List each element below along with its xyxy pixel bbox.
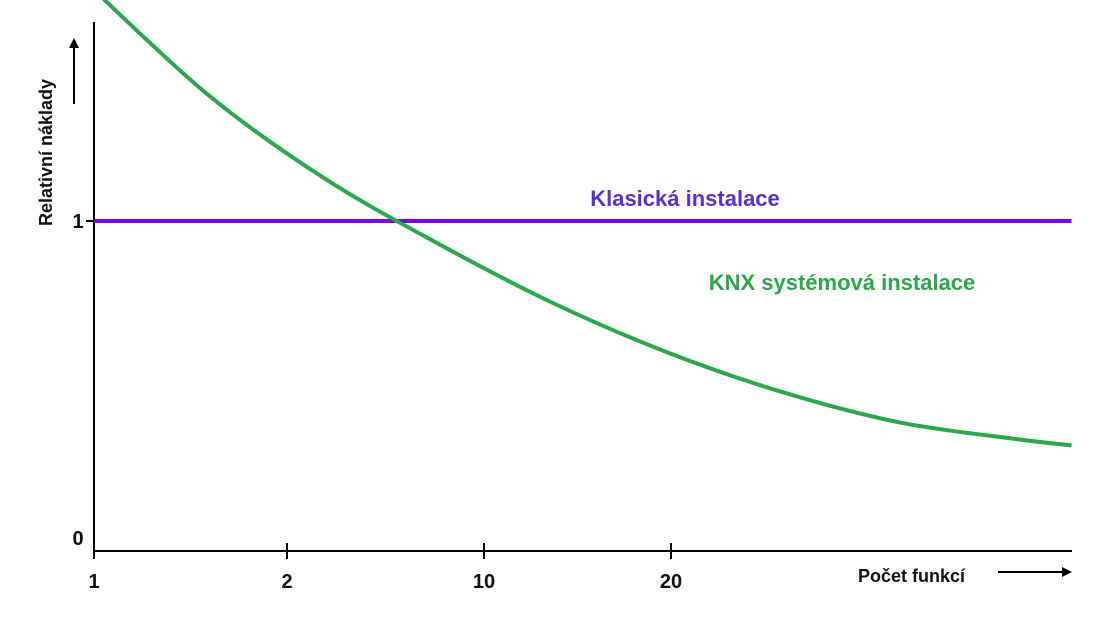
series-line-knx	[101, 0, 1072, 448]
y-axis-label: Relativní náklady	[36, 79, 56, 226]
y-tick-label: 0	[72, 528, 83, 550]
x-tick-label: 20	[660, 571, 682, 593]
series-label-knx: KNX systémová instalace	[709, 270, 976, 295]
y-tick-label: 1	[72, 211, 83, 233]
x-axis-label: Počet funkcí	[858, 566, 966, 586]
series-group: Klasická instalace KNX systémová instalac…	[94, 0, 1072, 448]
x-tick-label: 1	[88, 571, 99, 593]
x-tick-label: 2	[281, 571, 292, 593]
series-label-klasicka: Klasická instalace	[590, 186, 780, 211]
x-tick-label: 10	[473, 571, 495, 593]
x-ticks: 1 2 10 20	[88, 543, 682, 593]
y-ticks: 01	[72, 211, 102, 550]
